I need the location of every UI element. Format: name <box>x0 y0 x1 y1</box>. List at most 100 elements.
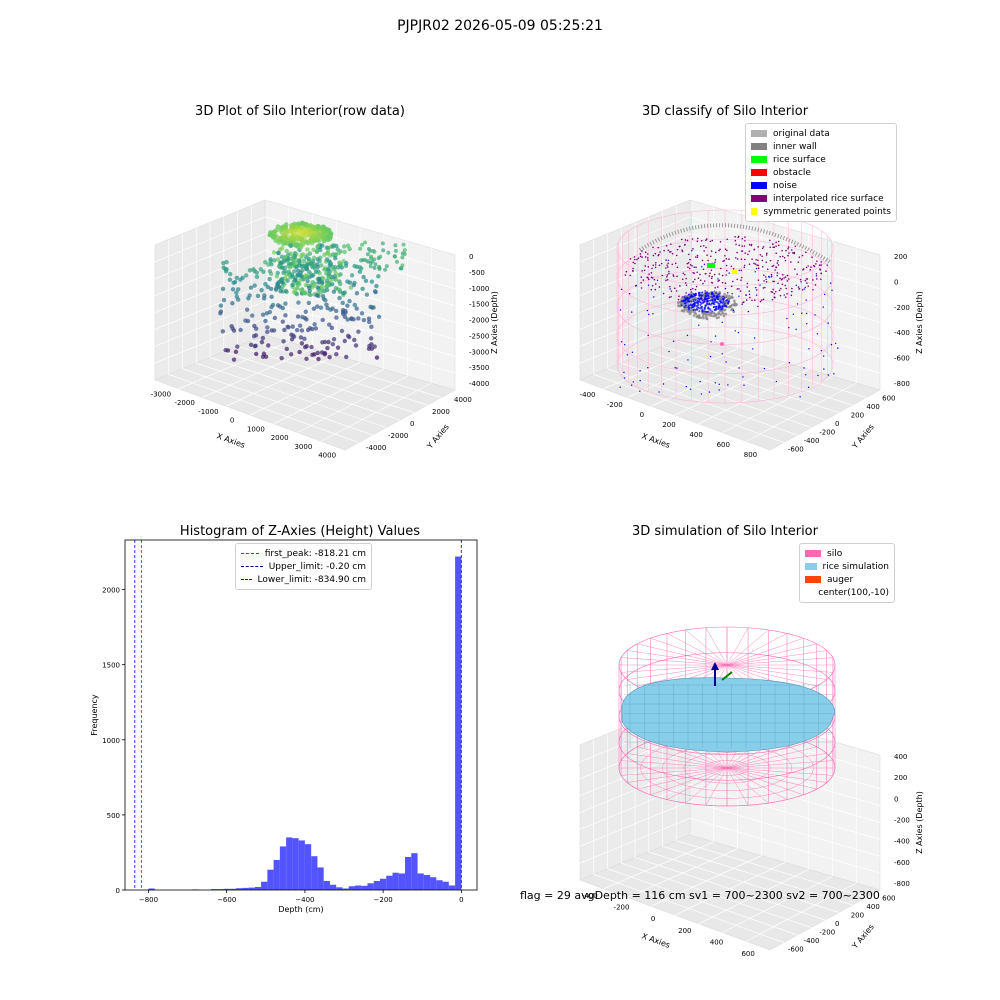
data-point <box>221 297 227 303</box>
data-point <box>284 237 290 243</box>
grid-line <box>722 375 833 433</box>
legend-label: first_peak: -818.21 cm <box>264 548 366 559</box>
silo-wire <box>650 740 728 769</box>
noise-point <box>623 377 626 379</box>
z-tick-label: -500 <box>469 269 485 277</box>
noise-point <box>822 355 825 357</box>
data-point <box>244 307 250 312</box>
data-point <box>281 339 286 344</box>
noise-point <box>725 361 727 363</box>
legend-item: Upper_limit: -0.20 cm <box>241 560 366 573</box>
histogram-bar <box>292 838 299 890</box>
wall-point <box>689 310 693 314</box>
noise-point <box>711 299 714 302</box>
surface-point <box>759 300 762 303</box>
silo-wire <box>705 627 728 666</box>
surface-point <box>801 254 804 257</box>
noise-point <box>697 291 700 294</box>
data-point <box>299 328 305 333</box>
surface-point <box>640 281 642 284</box>
surface-point <box>687 253 690 256</box>
data-point <box>265 329 270 335</box>
data-point <box>330 282 335 287</box>
noise-point <box>725 298 728 301</box>
noise-point <box>830 344 833 346</box>
surface-point <box>771 265 774 268</box>
surface-point <box>671 263 674 266</box>
x-tick-label: 0 <box>651 915 655 923</box>
silo-wire <box>627 753 728 769</box>
status-line: flag = 29 avgDepth = 116 cm sv1 = 700~23… <box>520 889 880 902</box>
noise-point <box>656 279 659 282</box>
surface-point <box>714 261 716 263</box>
surface-point <box>654 288 657 291</box>
surface-point <box>730 285 733 288</box>
data-point <box>263 260 268 265</box>
data-point <box>264 311 270 316</box>
surface-point <box>726 291 729 294</box>
surface-point <box>766 252 768 255</box>
surface-point <box>754 263 757 265</box>
surface-point <box>788 278 790 280</box>
noise-point <box>823 293 826 296</box>
noise-point <box>700 393 703 395</box>
noise-point <box>737 331 740 334</box>
surface-point <box>743 245 746 247</box>
legend-swatch <box>751 130 767 137</box>
data-point <box>353 343 359 348</box>
data-point <box>373 289 378 295</box>
z-tick-label: -2500 <box>469 332 489 340</box>
data-point <box>294 264 299 270</box>
data-point <box>386 250 391 255</box>
data-point <box>326 322 332 327</box>
surface-point <box>703 280 706 282</box>
noise-point <box>734 330 736 332</box>
noise-point <box>718 383 720 386</box>
noise-point <box>805 312 808 315</box>
noise-point <box>647 334 649 337</box>
surface-point <box>744 236 746 238</box>
surface-point <box>725 274 728 276</box>
silo-ring <box>616 209 834 287</box>
surface-point <box>756 264 758 266</box>
surface-point <box>784 276 787 278</box>
noise-point <box>786 317 788 320</box>
data-point <box>316 293 321 299</box>
data-point <box>361 274 366 280</box>
noise-point <box>652 313 654 315</box>
wall-point <box>724 312 728 316</box>
data-point <box>268 286 274 292</box>
histogram-bar <box>286 837 293 890</box>
data-point <box>398 266 403 271</box>
data-point <box>271 328 277 333</box>
data-point <box>342 249 347 255</box>
surface-point <box>690 288 692 291</box>
surface-point <box>641 270 643 272</box>
data-point <box>276 250 281 256</box>
noise-point <box>705 310 708 313</box>
grid-line <box>251 340 442 398</box>
noise-point <box>757 305 759 308</box>
data-point <box>312 322 317 327</box>
data-point <box>361 317 367 323</box>
data-point <box>288 352 294 357</box>
data-point <box>255 293 261 299</box>
data-point <box>221 260 226 266</box>
data-point <box>310 280 315 285</box>
surface-point <box>728 258 730 260</box>
noise-point <box>718 302 721 305</box>
data-point <box>377 264 382 269</box>
data-point <box>305 223 311 228</box>
surface-point <box>633 256 636 258</box>
surface-point <box>763 280 765 282</box>
surface-point <box>707 259 709 262</box>
noise-point <box>688 300 691 303</box>
data-point <box>267 276 272 282</box>
grid-line <box>273 369 384 425</box>
surface-point <box>676 248 679 251</box>
plot-frame <box>124 539 478 891</box>
surface-point <box>796 273 798 275</box>
surface-point <box>735 243 737 246</box>
legend-swatch <box>751 156 767 163</box>
surface-point <box>797 261 800 264</box>
